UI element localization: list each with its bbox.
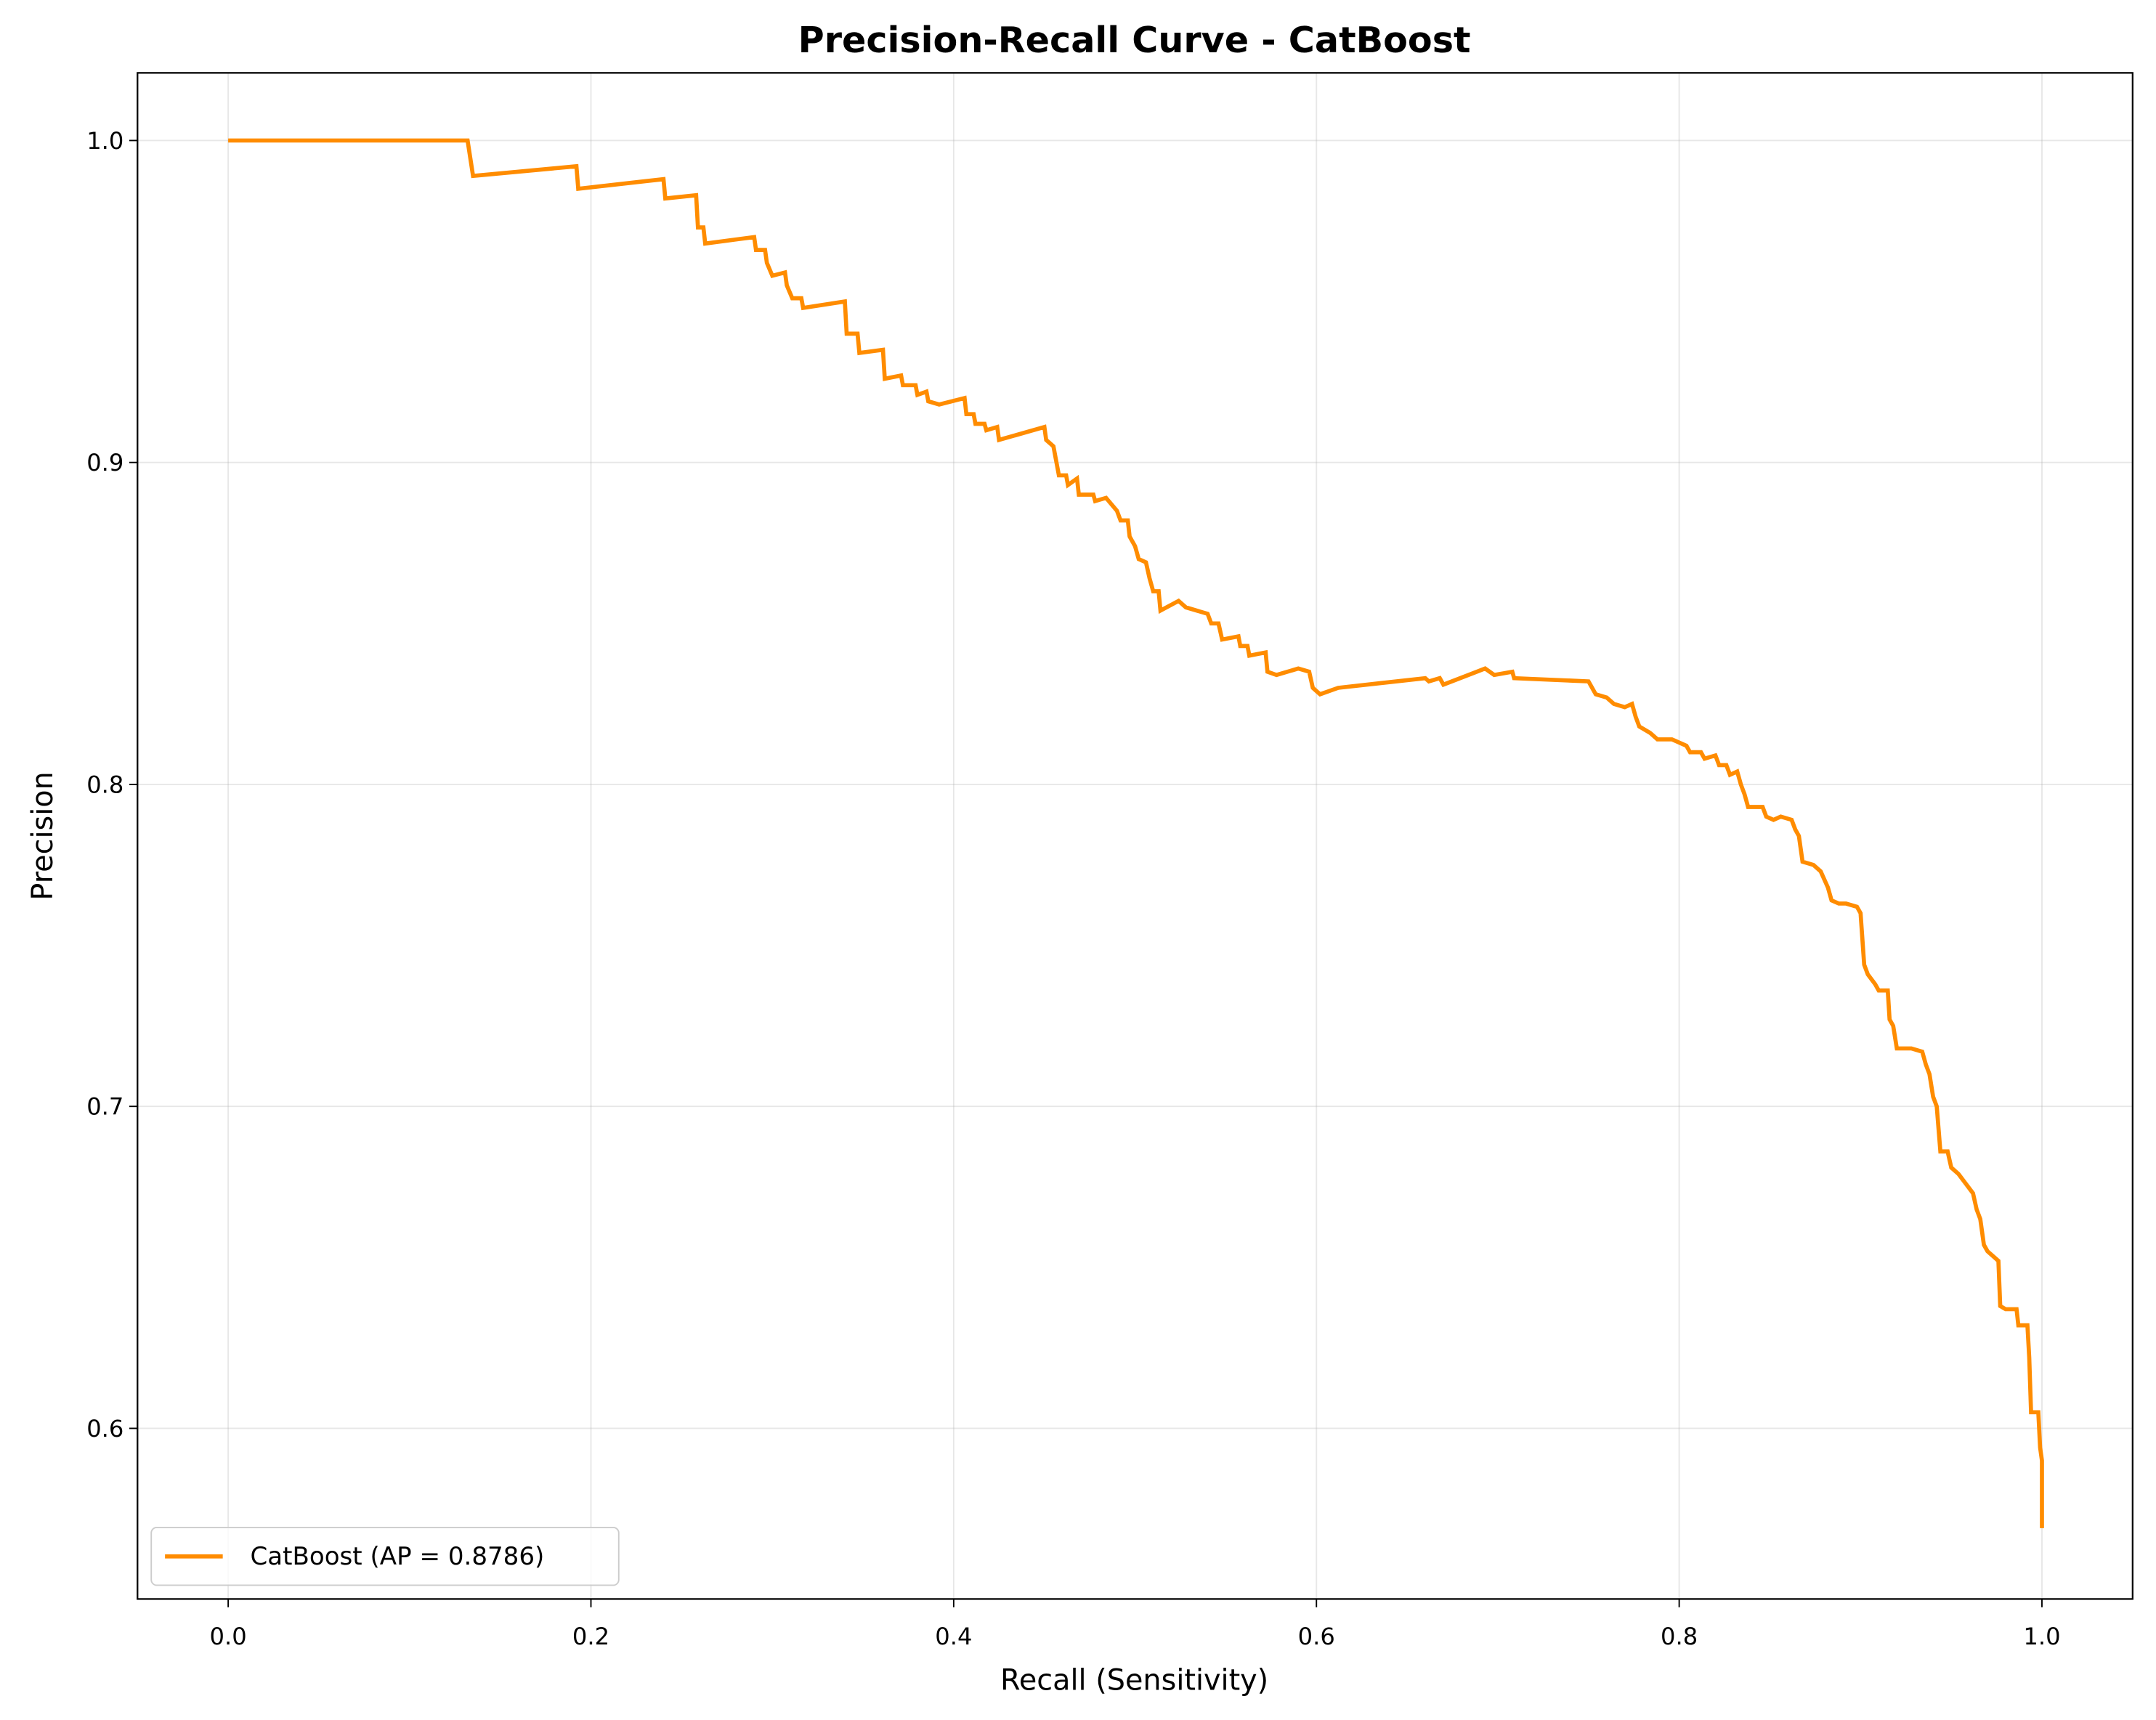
ticks: 0.0 0.2 0.4 0.6 0.8 1.0 0.6 0.7 0.8 0.9 1.0 — [86, 127, 2060, 1650]
x-tick-label: 0.6 — [1298, 1623, 1335, 1650]
pr-curve — [228, 138, 2044, 1528]
legend-label: CatBoost (AP = 0.8786) — [251, 1542, 545, 1571]
y-tick-label: 0.9 — [86, 449, 123, 476]
grid — [137, 73, 2133, 1599]
legend-box — [150, 1527, 620, 1586]
y-tick-label: 1.0 — [86, 127, 123, 155]
x-tick-label: 0.0 — [210, 1623, 247, 1650]
x-tick-label: 0.4 — [935, 1623, 972, 1650]
x-tick-label: 0.8 — [1661, 1623, 1698, 1650]
y-tick-label: 0.6 — [86, 1415, 123, 1443]
x-tick-label: 0.2 — [572, 1623, 609, 1650]
legend: CatBoost (AP = 0.8786) — [150, 1527, 620, 1586]
y-tick-label: 0.7 — [86, 1093, 123, 1121]
axes-frame — [137, 72, 2133, 1600]
chart-title: Precision-Recall Curve - CatBoost — [798, 19, 1471, 61]
y-axis-label: Precision — [26, 771, 60, 900]
x-axis-label: Recall (Sensitivity) — [1000, 1663, 1268, 1697]
plot-area — [228, 138, 2044, 1528]
x-tick-label: 1.0 — [2023, 1623, 2060, 1650]
y-tick-label: 0.8 — [86, 771, 123, 798]
